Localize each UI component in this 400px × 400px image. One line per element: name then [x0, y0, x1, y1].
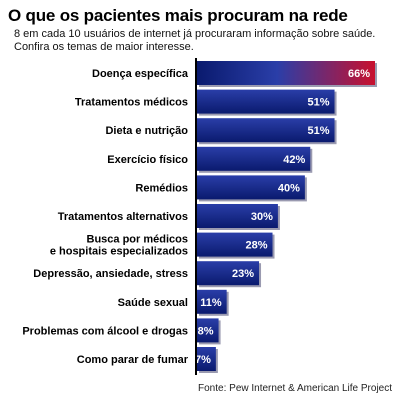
bar — [197, 347, 216, 371]
source-note: Fonte: Pew Internet & American Life Proj… — [198, 383, 392, 394]
data-label: 66% — [348, 68, 370, 80]
bar — [197, 61, 375, 85]
bar — [197, 261, 260, 286]
data-label: 51% — [308, 125, 330, 137]
data-label: 42% — [283, 154, 305, 166]
category-label: Doença específica — [92, 68, 189, 80]
category-label: Dieta e nutrição — [105, 125, 188, 137]
bar — [197, 318, 219, 343]
category-label: Busca por médicos e hospitais especializa… — [50, 234, 188, 258]
data-label: 51% — [308, 97, 330, 109]
bar — [197, 232, 273, 257]
category-label: Problemas com álcool e drogas — [22, 325, 188, 337]
data-label: 8% — [198, 325, 214, 337]
category-label: Remédios — [135, 182, 188, 194]
bar — [197, 89, 335, 114]
chart-subtitle: 8 em cada 10 usuários de internet já pro… — [14, 28, 375, 54]
bar — [197, 146, 311, 171]
chart-title: O que os pacientes mais procuram na rede — [8, 6, 348, 25]
category-label: Depressão, ansiedade, stress — [33, 268, 188, 280]
category-label: Exercício físico — [107, 154, 188, 166]
category-label: Saúde sexual — [118, 297, 188, 309]
category-label: Como parar de fumar — [77, 354, 189, 366]
bar — [197, 204, 278, 228]
bar — [197, 289, 227, 314]
data-label: 23% — [232, 268, 254, 280]
data-label: 30% — [251, 211, 273, 223]
subtitle-line-1: 8 em cada 10 usuários de internet já pro… — [14, 28, 376, 40]
category-label: Tratamentos alternativos — [58, 211, 188, 223]
data-label: 11% — [200, 297, 222, 309]
data-label: 40% — [278, 182, 300, 194]
bar — [197, 118, 335, 143]
data-label: 7% — [195, 354, 211, 366]
data-label: 28% — [245, 240, 267, 252]
bar — [197, 175, 305, 200]
category-label: Tratamentos médicos — [75, 97, 188, 109]
subtitle-line-2: Confira os temas de maior interesse. — [14, 41, 194, 53]
